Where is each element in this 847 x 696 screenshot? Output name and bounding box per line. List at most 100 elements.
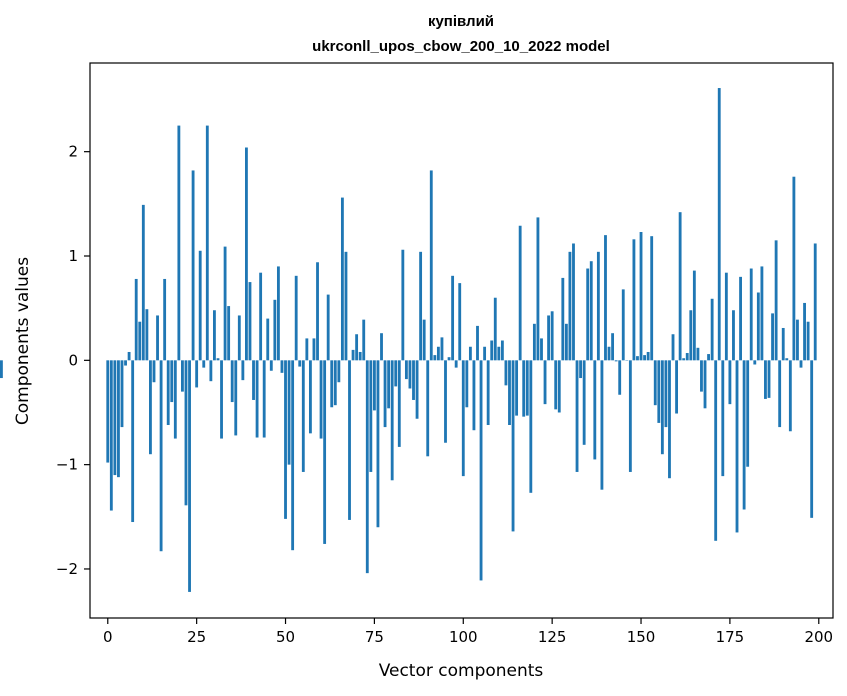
bar — [764, 360, 767, 399]
bar — [170, 360, 174, 403]
bar — [550, 311, 554, 361]
bar — [173, 360, 177, 439]
bar — [333, 360, 337, 406]
bar — [294, 275, 298, 361]
bar — [344, 251, 348, 361]
bar — [195, 360, 199, 388]
x-tick-label: 25 — [187, 628, 206, 646]
bar — [181, 360, 184, 392]
bar — [703, 360, 707, 409]
bar — [412, 360, 415, 400]
bar — [152, 360, 156, 383]
bar — [696, 347, 700, 361]
bar — [237, 315, 241, 361]
bar — [511, 360, 515, 532]
bar — [504, 360, 508, 386]
bar — [554, 360, 558, 410]
bar — [575, 360, 579, 472]
bar — [600, 360, 604, 490]
bar — [166, 360, 170, 425]
bar — [792, 176, 796, 361]
bar — [308, 360, 312, 434]
bar — [145, 309, 149, 361]
x-tick-label: 125 — [538, 628, 567, 646]
bar — [198, 250, 202, 361]
bar — [298, 360, 302, 367]
bar — [618, 360, 622, 395]
bar — [646, 351, 650, 361]
bar — [213, 310, 216, 361]
bar — [280, 360, 284, 373]
bar — [191, 170, 195, 361]
bar — [401, 249, 405, 361]
bar — [685, 353, 689, 361]
bar — [532, 323, 536, 361]
bar — [806, 321, 810, 361]
bar — [316, 262, 319, 361]
bar — [291, 360, 295, 551]
bar — [355, 334, 359, 361]
bar — [710, 298, 714, 361]
bar — [689, 310, 693, 361]
bar — [312, 338, 316, 361]
bar — [518, 225, 522, 361]
bar — [269, 360, 273, 371]
bar — [536, 217, 540, 361]
bar — [593, 360, 597, 460]
bar — [746, 360, 750, 467]
bar — [813, 243, 817, 361]
bar — [543, 360, 547, 405]
bar — [760, 266, 764, 361]
bar — [319, 360, 323, 439]
bar — [141, 204, 145, 361]
bar — [636, 356, 639, 361]
bar — [380, 333, 383, 361]
bar — [202, 360, 206, 368]
bar — [589, 261, 593, 361]
bar — [639, 232, 643, 361]
bar — [383, 360, 387, 428]
x-tick-label: 0 — [103, 628, 113, 646]
bar — [490, 340, 494, 361]
bar — [604, 235, 607, 361]
bar — [369, 360, 373, 472]
bar — [397, 360, 401, 447]
bar — [127, 351, 131, 361]
bar — [259, 272, 263, 361]
bar — [440, 337, 444, 361]
bar — [657, 360, 661, 423]
bar — [596, 251, 600, 361]
bar — [749, 268, 753, 361]
bar — [486, 360, 490, 425]
bar — [433, 355, 437, 361]
bar — [458, 283, 462, 361]
bar — [408, 360, 412, 389]
bar — [436, 346, 440, 361]
bar — [284, 360, 287, 519]
bar — [205, 125, 209, 361]
bar — [163, 278, 167, 361]
bar — [771, 313, 774, 361]
bar — [682, 358, 686, 361]
bar — [188, 360, 191, 592]
bar — [522, 360, 526, 417]
chart-subtitle: ukrconll_upos_cbow_200_10_2022 model — [312, 38, 610, 55]
bar — [362, 319, 366, 361]
bar — [483, 346, 487, 361]
bar — [220, 360, 223, 439]
x-tick-label: 150 — [627, 628, 656, 646]
bar — [372, 360, 376, 411]
bar — [724, 272, 728, 361]
bar — [447, 357, 451, 361]
bar — [465, 360, 469, 408]
bars-group — [0, 88, 817, 592]
bar — [767, 360, 771, 398]
bar — [742, 360, 746, 510]
bar — [714, 360, 718, 541]
x-tick-label: 100 — [449, 628, 478, 646]
bar — [255, 360, 259, 438]
y-axis-label: Components values — [13, 257, 33, 425]
bar — [444, 360, 447, 443]
bar — [184, 360, 188, 506]
